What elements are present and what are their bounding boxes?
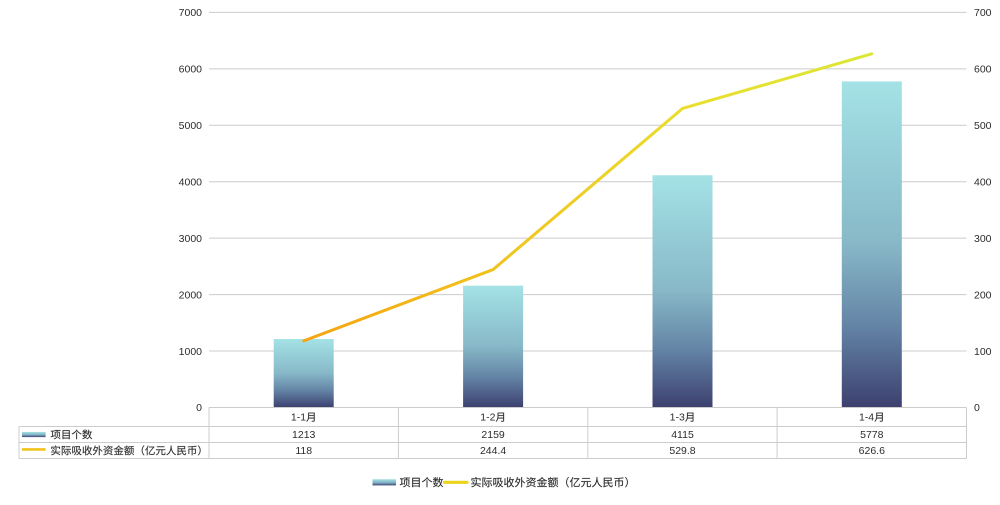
svg-text:600: 600 <box>974 64 992 76</box>
svg-text:7000: 7000 <box>179 7 203 19</box>
svg-text:244.4: 244.4 <box>480 445 506 457</box>
svg-text:0: 0 <box>196 402 202 414</box>
svg-text:500: 500 <box>974 120 992 132</box>
svg-text:2159: 2159 <box>481 429 505 441</box>
svg-text:1-1: 1-1 <box>291 412 306 424</box>
svg-text:1-4: 1-4 <box>859 412 874 424</box>
svg-text:4115: 4115 <box>671 429 694 441</box>
svg-text:118: 118 <box>295 445 312 457</box>
svg-text:1000: 1000 <box>179 346 203 358</box>
svg-text:200: 200 <box>974 289 992 301</box>
svg-text:3000: 3000 <box>179 233 203 245</box>
svg-text:0: 0 <box>974 402 980 414</box>
svg-text:5000: 5000 <box>179 120 203 132</box>
svg-text:5778: 5778 <box>860 429 884 441</box>
svg-text:4000: 4000 <box>179 176 203 188</box>
svg-text:700: 700 <box>974 7 992 19</box>
svg-text:1213: 1213 <box>292 429 316 441</box>
svg-text:626.6: 626.6 <box>859 445 885 457</box>
svg-text:400: 400 <box>974 176 992 188</box>
svg-text:300: 300 <box>974 233 992 245</box>
svg-text:2000: 2000 <box>179 289 203 301</box>
svg-text:1-3: 1-3 <box>670 412 685 424</box>
svg-text:1-2: 1-2 <box>480 412 495 424</box>
svg-text:100: 100 <box>974 346 992 358</box>
svg-text:529.8: 529.8 <box>669 445 695 457</box>
svg-text:6000: 6000 <box>179 64 203 76</box>
